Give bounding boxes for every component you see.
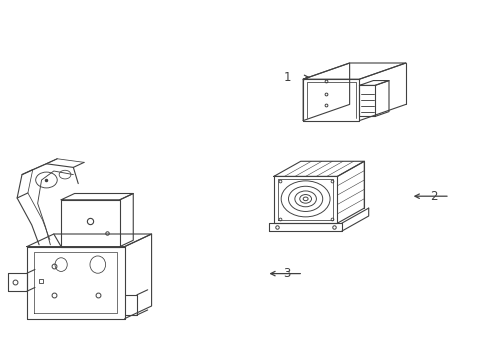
Text: 2: 2: [429, 190, 437, 203]
Text: 1: 1: [283, 71, 290, 84]
Text: 3: 3: [283, 267, 290, 280]
